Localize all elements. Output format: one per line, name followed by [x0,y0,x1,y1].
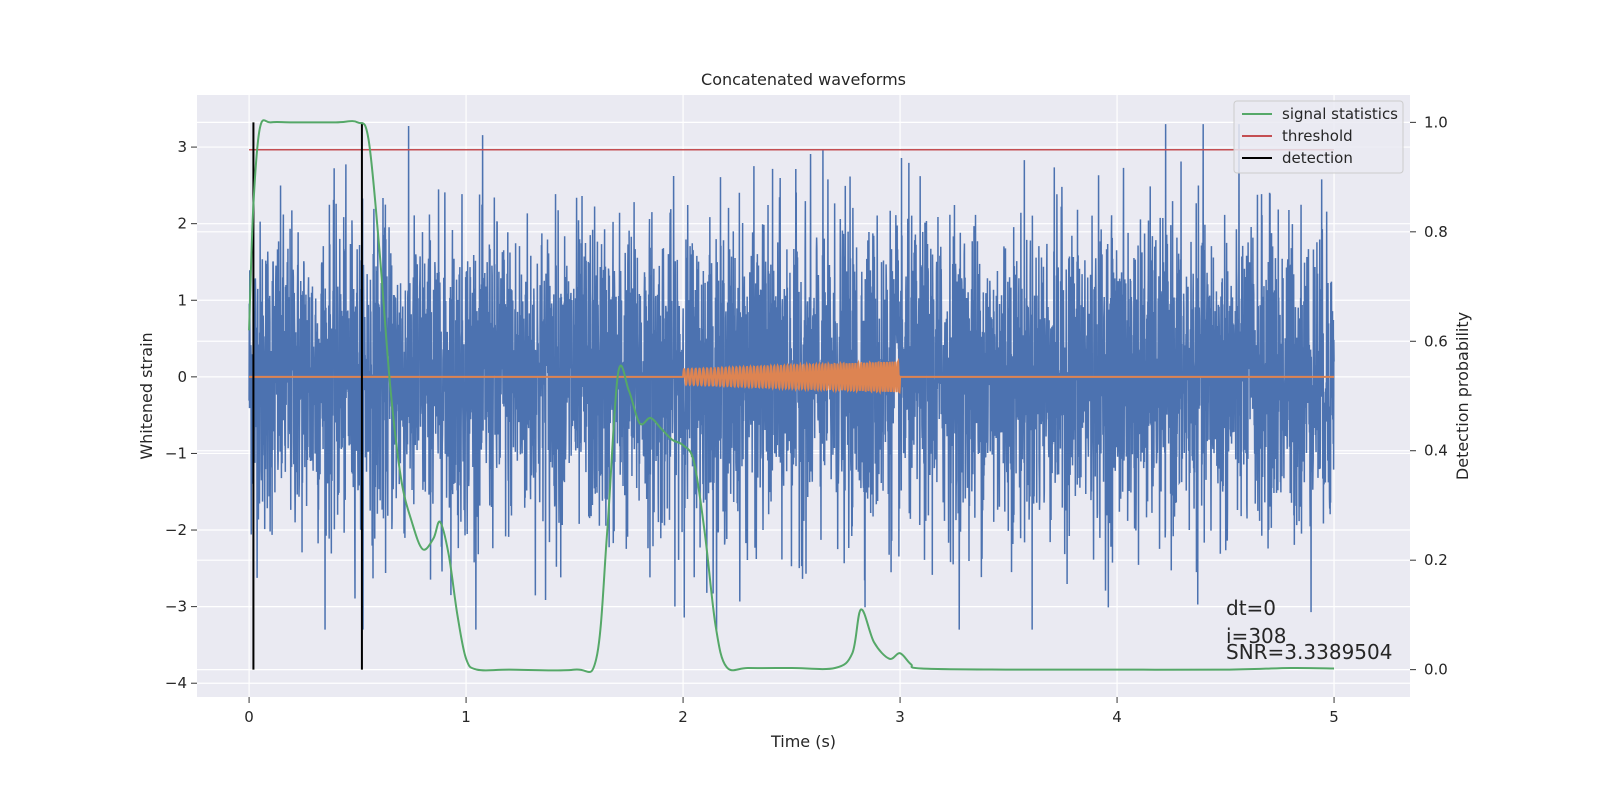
y2-tick-label: 0.4 [1424,442,1448,460]
x-tick-label: 2 [678,708,688,726]
axes: 0 1 2 3 4 5 −4 −3 −2 −1 0 1 2 3 0.0 0.2 0.4 0.6 0.8 1.0 [165,113,1448,726]
x-tick-label: 4 [1112,708,1122,726]
y-tick-label: −3 [165,598,187,616]
y2-tick-label: 0.6 [1424,332,1448,350]
legend-entry-signal-statistics: signal statistics [1282,105,1398,123]
legend-entry-detection: detection [1282,149,1353,167]
annotation-dt: dt=0 [1226,596,1276,620]
y-tick-label: 1 [177,291,187,309]
signal-statistics-series [248,119,1335,674]
annotation-i: i=308 [1226,624,1287,648]
injection-series [249,357,1335,395]
x-tick-label: 1 [461,708,471,726]
data-layer [248,119,1335,674]
y2-axis-label: Detection probability [1453,312,1472,480]
x-tick-label: 5 [1329,708,1339,726]
x-tick-label: 0 [244,708,254,726]
y2-tick-label: 1.0 [1424,113,1448,131]
annotation-snr: SNR=3.3389504 [1226,640,1392,664]
chart-title: Concatenated waveforms [701,70,906,89]
y-axis-label: Whitened strain [137,332,156,459]
y2-tick-label: 0.2 [1424,551,1448,569]
x-tick-label: 3 [895,708,905,726]
y-tick-label: −1 [165,444,187,462]
legend-box [1233,100,1404,174]
strain-series [248,124,1335,630]
x-axis-label: Time (s) [770,732,836,751]
y2-tick-label: 0.0 [1424,661,1448,679]
y-tick-label: −4 [165,674,187,692]
y2-tick-label: 0.8 [1424,223,1448,241]
y-tick-label: 3 [177,138,187,156]
legend: signal statistics threshold detection [1233,100,1404,174]
y-tick-label: 2 [177,215,187,233]
legend-entry-threshold: threshold [1282,127,1353,145]
y-tick-label: −2 [165,521,187,539]
y-tick-label: 0 [177,368,187,386]
